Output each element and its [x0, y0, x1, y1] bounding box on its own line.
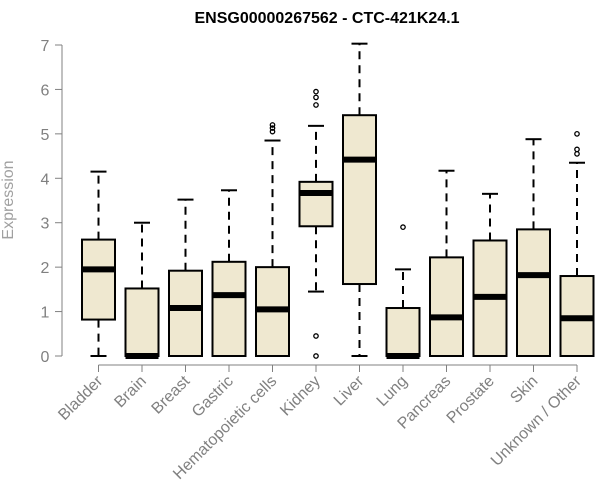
x-tick-label-bladder: Bladder — [55, 372, 106, 423]
x-tick-label-skin: Skin — [507, 373, 541, 407]
x-tick-label-prostate: Prostate — [444, 373, 498, 427]
y-tick-label: 3 — [41, 216, 50, 233]
y-tick-label: 2 — [41, 260, 50, 277]
y-tick-label: 7 — [41, 38, 50, 55]
outlier-kidney — [313, 333, 319, 339]
outlier-hematopoietic-cells — [269, 122, 276, 128]
box-pancreas — [429, 256, 464, 357]
y-tick-label: 6 — [41, 82, 50, 99]
y-tick-label: 5 — [41, 127, 50, 144]
outlier-kidney — [313, 102, 319, 108]
box-brain — [124, 287, 160, 357]
box-lung — [385, 307, 421, 358]
box-bladder — [81, 238, 116, 321]
box-skin — [516, 228, 551, 357]
chart-title: ENSG00000267562 - CTC-421K24.1 — [194, 10, 459, 27]
x-tick-label-lung: Lung — [374, 373, 411, 410]
outlier-unknown-other — [574, 131, 580, 137]
y-tick-label: 0 — [41, 349, 50, 366]
box-liver — [342, 114, 377, 286]
outlier-kidney — [313, 353, 319, 359]
box-breast — [168, 269, 203, 357]
box-gastric — [211, 260, 247, 357]
y-axis-label: Expression — [0, 160, 17, 239]
outlier-hematopoietic-cells — [269, 128, 276, 135]
x-tick-label-breast: Breast — [149, 372, 194, 417]
outlier-kidney — [313, 94, 319, 101]
outlier-unknown-other — [574, 151, 580, 157]
x-tick-label-liver: Liver — [331, 372, 368, 409]
outlier-unknown-other — [574, 146, 580, 153]
outlier-hematopoietic-cells — [269, 125, 276, 131]
outlier-lung — [400, 224, 406, 231]
box-kidney — [298, 180, 334, 228]
y-tick-label: 4 — [41, 171, 50, 188]
y-tick-label: 1 — [41, 305, 50, 322]
x-tick-label-kidney: Kidney — [277, 373, 324, 420]
outlier-kidney — [313, 88, 319, 95]
x-tick-label-brain: Brain — [111, 373, 149, 411]
